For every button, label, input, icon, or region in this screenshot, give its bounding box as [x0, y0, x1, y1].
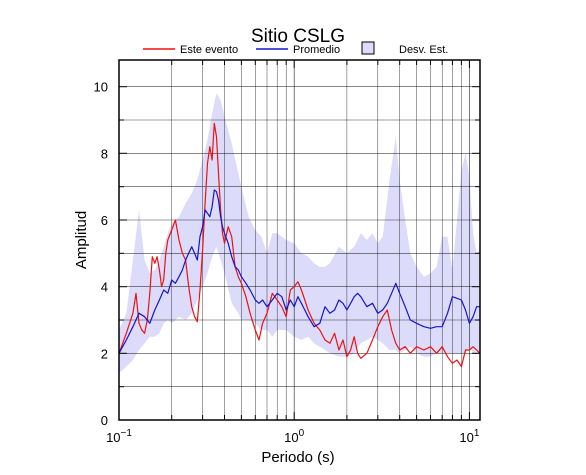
x-tick-label: 101 [459, 428, 479, 445]
legend-label-este: Este evento [180, 44, 238, 56]
std-band-area [119, 93, 480, 374]
series-line-promedio [118, 189, 480, 354]
x-tick-label: 10−1 [106, 428, 132, 445]
grid-layer [118, 60, 480, 420]
y-tick-label: 4 [101, 280, 108, 295]
series-layer [118, 122, 481, 368]
legend: Este evento Promedio Desv. Est. [143, 41, 448, 56]
x-axis-title: Periodo (s) [261, 449, 334, 466]
legend-swatch-band [361, 41, 375, 55]
plot-frame [118, 59, 481, 421]
y-tick-label: 2 [101, 346, 108, 361]
x-tick-exponent: 0 [299, 428, 305, 439]
chart-title: Sitio CSLG [251, 26, 345, 47]
x-tick-exponent: 1 [474, 428, 480, 439]
y-tick-label: 6 [101, 213, 108, 228]
y-tick-label: 8 [101, 146, 108, 161]
series-line-este [118, 122, 481, 368]
std-band-layer [119, 93, 480, 374]
y-tick-label: 10 [94, 80, 108, 95]
tick-layer [118, 60, 480, 420]
y-axis-title: Amplitud [73, 211, 90, 269]
x-tick-label: 100 [284, 428, 304, 445]
legend-label-promedio: Promedio [293, 44, 340, 56]
legend-label-band: Desv. Est. [399, 44, 448, 56]
x-tick-exponent: −1 [121, 428, 133, 439]
y-tick-label: 0 [101, 413, 108, 428]
